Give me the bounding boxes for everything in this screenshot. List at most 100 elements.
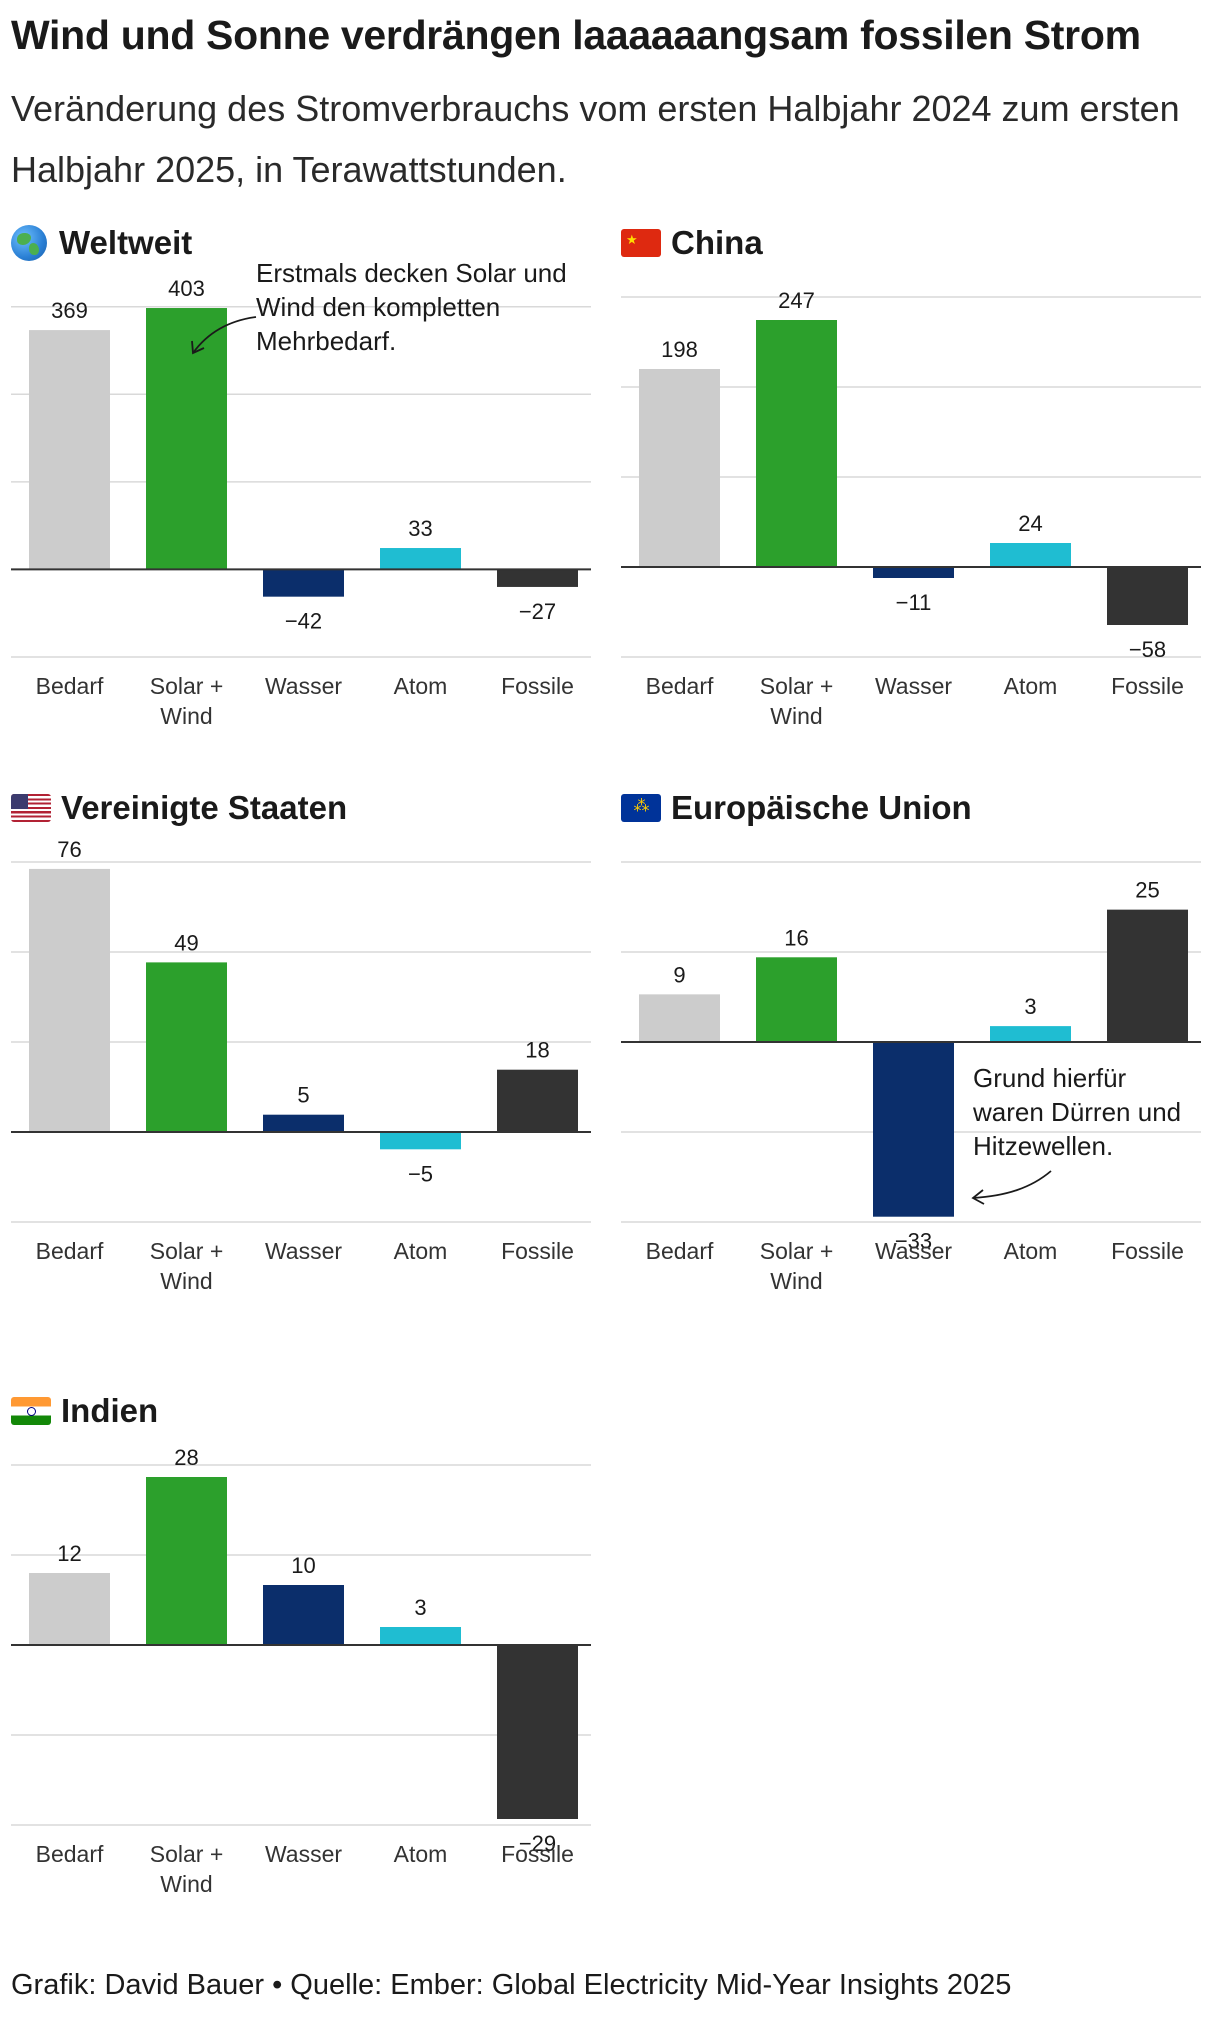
bar-chart-weltweit: 369 403 −42 33 −27 Bedarf Solar + Wind Wasser Ato… [11, 276, 591, 729]
category-label: Fossile [1111, 673, 1184, 699]
value-label: 12 [57, 1541, 81, 1566]
category-label: Fossile [501, 673, 574, 699]
bar-atom [380, 548, 461, 570]
annotation-text: Erstmals decken Solar und Wind den kompl… [256, 258, 567, 356]
usa-flag-icon [11, 794, 51, 822]
india-flag-icon [11, 1397, 51, 1425]
panel-header: Weltweit [11, 218, 192, 268]
bar-atom [990, 543, 1071, 567]
category-label: Atom [1004, 673, 1058, 699]
category-label: Bedarf [646, 673, 714, 699]
bar-chart-usa: 76 49 5 −5 18 Bedarf Solar + Wind Wasser Atom Foss… [11, 837, 591, 1294]
panel-usa: Vereinigte Staaten 76 49 5 −5 18 Bedarf Solar … [11, 783, 601, 1343]
globe-icon [11, 225, 47, 261]
bar-solar-wind [146, 1477, 227, 1645]
panel-header: ★ China [621, 218, 763, 268]
bar-bedarf [29, 868, 110, 1132]
bar-fossile [497, 1069, 578, 1132]
value-label: 3 [414, 1595, 426, 1620]
value-label: 403 [168, 276, 205, 301]
bar-wasser [263, 1585, 344, 1645]
value-label: 18 [525, 1038, 549, 1063]
bar-chart-indien: 12 28 10 3 −29 Bedarf Solar + Wind Wasser Atom Fos… [11, 1445, 591, 1897]
bar-solar-wind [756, 320, 837, 567]
category-label: Bedarf [36, 1238, 104, 1264]
bar-fossile [497, 1645, 578, 1819]
panel-china: ★ China 198 247 −11 24 −58 Bedarf Solar + Wind W… [621, 218, 1211, 778]
category-label: Solar + Wind [150, 673, 224, 729]
panel-title: China [671, 224, 763, 261]
panel-header: ⁂ Europäische Union [621, 783, 972, 833]
category-label: Solar + Wind [150, 1841, 224, 1897]
bar-bedarf [29, 330, 110, 570]
bar-bedarf [639, 994, 720, 1042]
bar-solar-wind [146, 962, 227, 1132]
chart-subtitle: Veränderung des Stromverbrauchs vom erst… [11, 88, 1180, 190]
bar-atom [380, 1132, 461, 1150]
value-label: −58 [1129, 637, 1166, 662]
category-label: Bedarf [36, 673, 104, 699]
value-label: 76 [57, 837, 81, 862]
panel-title: Vereinigte Staaten [61, 789, 348, 826]
category-label: Bedarf [646, 1238, 714, 1264]
value-label: −27 [519, 599, 556, 624]
category-label: Solar + Wind [760, 673, 834, 729]
china-flag-icon: ★ [621, 229, 661, 257]
panel-eu: ⁂ Europäische Union 9 16 −33 3 25 Bedarf Solar… [621, 783, 1211, 1343]
category-label: Atom [394, 673, 448, 699]
panel-title: Indien [61, 1392, 159, 1429]
value-label: 3 [1024, 994, 1036, 1019]
category-label: Solar + Wind [760, 1238, 834, 1294]
value-label: 25 [1135, 878, 1159, 903]
value-label: −29 [519, 1831, 556, 1856]
category-label: Solar + Wind [150, 1238, 224, 1294]
eu-flag-icon: ⁂ [621, 794, 661, 822]
category-label: Fossile [1111, 1238, 1184, 1264]
category-label: Wasser [265, 1238, 342, 1264]
category-label: Wasser [875, 1238, 952, 1264]
bar-wasser [263, 1114, 344, 1132]
category-label: Fossile [501, 1841, 574, 1867]
value-label: 24 [1018, 511, 1042, 536]
value-label: 33 [408, 516, 432, 541]
annotation-arrow [971, 1170, 1052, 1205]
category-label: Fossile [501, 1238, 574, 1264]
bar-wasser [873, 567, 954, 578]
category-label: Wasser [875, 673, 952, 699]
bar-wasser [873, 1042, 954, 1217]
bar-wasser [263, 569, 344, 597]
source-footer: Grafik: David Bauer • Quelle: Ember: Glo… [11, 1969, 1012, 2001]
bar-fossile [497, 569, 578, 587]
panel-indien: Indien 12 28 10 3 −29 Bedarf Solar + Wind Wasser… [11, 1386, 601, 1946]
panel-header: Indien [11, 1386, 158, 1436]
category-label: Atom [1004, 1238, 1058, 1264]
category-label: Atom [394, 1841, 448, 1867]
bar-fossile [1107, 567, 1188, 625]
value-label: 247 [778, 288, 815, 313]
panel-weltweit: Weltweit 369 403 −42 33 −27 Bedarf Solar + Wind… [11, 218, 601, 778]
category-label: Bedarf [36, 1841, 104, 1867]
chart-title: Wind und Sonne verdrängen laaaaaangsam f… [11, 12, 1141, 58]
panel-header: Vereinigte Staaten [11, 783, 347, 833]
category-label: Wasser [265, 673, 342, 699]
value-label: 5 [297, 1083, 309, 1108]
value-label: 369 [51, 298, 88, 323]
value-label: −5 [408, 1161, 433, 1186]
value-label: 9 [673, 962, 685, 987]
value-label: −33 [895, 1229, 932, 1254]
bar-fossile [1107, 909, 1188, 1042]
annotation-arrow [191, 316, 257, 355]
bar-atom [380, 1627, 461, 1645]
bar-chart-china: 198 247 −11 24 −58 Bedarf Solar + Wind Wasser Ato… [621, 288, 1201, 729]
bar-bedarf [29, 1573, 110, 1645]
bar-bedarf [639, 369, 720, 567]
annotation-text: Grund hierfür waren Dürren und Hitzewell… [973, 1063, 1182, 1161]
value-label: 49 [174, 930, 198, 955]
value-label: −42 [285, 609, 322, 634]
panel-title: Weltweit [59, 224, 193, 261]
panel-title: Europäische Union [671, 789, 972, 826]
value-label: 28 [174, 1445, 198, 1470]
category-label: Wasser [265, 1841, 342, 1867]
bar-chart-eu: 9 16 −33 3 25 Bedarf Solar + Wind Wasser Atom Foss… [621, 861, 1201, 1294]
value-label: 10 [291, 1553, 315, 1578]
